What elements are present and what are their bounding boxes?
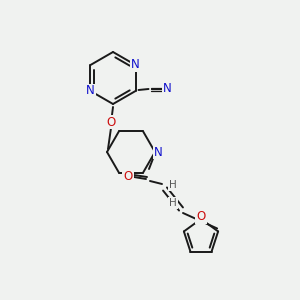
Text: O: O (123, 169, 133, 182)
Text: O: O (106, 116, 116, 128)
Text: N: N (131, 58, 140, 71)
Text: N: N (163, 82, 172, 95)
Text: O: O (196, 211, 206, 224)
Text: H: H (169, 180, 177, 190)
Text: N: N (86, 85, 95, 98)
Text: H: H (169, 198, 177, 208)
Text: N: N (154, 146, 162, 158)
